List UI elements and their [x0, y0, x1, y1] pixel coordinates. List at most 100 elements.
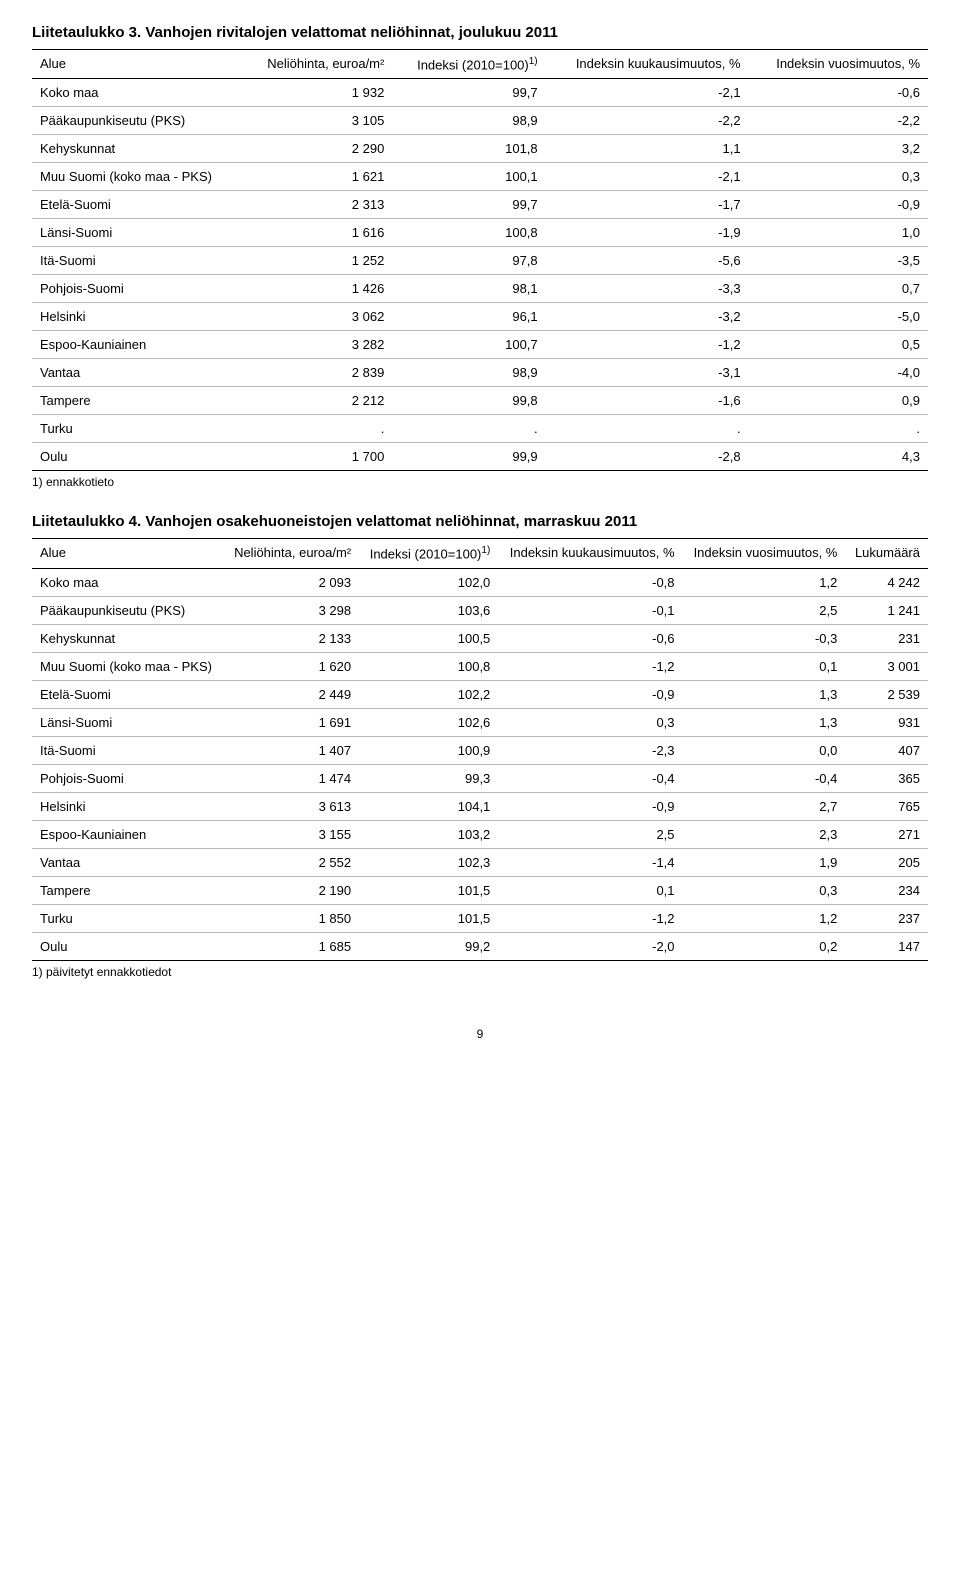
table-cell: -4,0 [749, 359, 928, 387]
table-cell: 1,3 [683, 708, 846, 736]
table-cell: 99,7 [392, 79, 545, 107]
table-cell: Kehyskunnat [32, 624, 224, 652]
table-cell: 0,3 [749, 163, 928, 191]
table-cell: -3,3 [546, 275, 749, 303]
table-row: Tampere2 190101,50,10,3234 [32, 876, 928, 904]
table-cell: Helsinki [32, 792, 224, 820]
table-cell: -0,9 [749, 191, 928, 219]
table-row: Espoo-Kauniainen3 282100,7-1,20,5 [32, 331, 928, 359]
table-cell: 3 613 [224, 792, 360, 820]
table-cell: Tampere [32, 387, 243, 415]
table-cell: 101,8 [392, 135, 545, 163]
table-cell: . [392, 415, 545, 443]
table3-col-3: Indeksin kuukausimuutos, % [546, 50, 749, 79]
table-cell: 2 093 [224, 568, 360, 596]
table-cell: 101,5 [359, 876, 498, 904]
table-cell: -2,2 [546, 107, 749, 135]
table-cell: 2 539 [845, 680, 928, 708]
table-row: Kehyskunnat2 290101,81,13,2 [32, 135, 928, 163]
table-cell: 0,3 [498, 708, 682, 736]
table-cell: Etelä-Suomi [32, 680, 224, 708]
table-cell: -0,4 [683, 764, 846, 792]
table4: Alue Neliöhinta, euroa/m² Indeksi (2010=… [32, 538, 928, 960]
table-cell: 2 290 [243, 135, 392, 163]
table-cell: 0,0 [683, 736, 846, 764]
table-cell: 2 552 [224, 848, 360, 876]
table-cell: 1,0 [749, 219, 928, 247]
table-cell: 101,5 [359, 904, 498, 932]
table-row: Länsi-Suomi1 691102,60,31,3931 [32, 708, 928, 736]
table-cell: 2 449 [224, 680, 360, 708]
table4-title: Liitetaulukko 4. Vanhojen osakehuoneisto… [32, 513, 928, 530]
table-cell: Helsinki [32, 303, 243, 331]
table-cell: 100,5 [359, 624, 498, 652]
table-cell: 100,1 [392, 163, 545, 191]
table4-footnote: 1) päivitetyt ennakkotiedot [32, 965, 928, 979]
table-cell: . [749, 415, 928, 443]
table-cell: 104,1 [359, 792, 498, 820]
table-cell: 1 616 [243, 219, 392, 247]
table3-col-0: Alue [32, 50, 243, 79]
table-cell: Itä-Suomi [32, 247, 243, 275]
table-cell: 97,8 [392, 247, 545, 275]
table-cell: -2,0 [498, 932, 682, 960]
table-cell: Pohjois-Suomi [32, 764, 224, 792]
table3-col-4: Indeksin vuosimuutos, % [749, 50, 928, 79]
table-cell: -1,4 [498, 848, 682, 876]
table-row: Koko maa1 93299,7-2,1-0,6 [32, 79, 928, 107]
table-row: Kehyskunnat2 133100,5-0,6-0,3231 [32, 624, 928, 652]
table-cell: 1 474 [224, 764, 360, 792]
table-row: Itä-Suomi1 407100,9-2,30,0407 [32, 736, 928, 764]
table-cell: -0,4 [498, 764, 682, 792]
table-cell: -0,9 [498, 680, 682, 708]
table-cell: 1,3 [683, 680, 846, 708]
table-cell: Kehyskunnat [32, 135, 243, 163]
table-cell: -5,0 [749, 303, 928, 331]
table-cell: 1 252 [243, 247, 392, 275]
table-cell: -0,1 [498, 596, 682, 624]
table-cell: Espoo-Kauniainen [32, 820, 224, 848]
table-cell: 1 850 [224, 904, 360, 932]
table-cell: 271 [845, 820, 928, 848]
table-cell: -5,6 [546, 247, 749, 275]
table-cell: 100,9 [359, 736, 498, 764]
table4-col-4: Indeksin vuosimuutos, % [683, 539, 846, 568]
table-cell: 96,1 [392, 303, 545, 331]
table-cell: 102,3 [359, 848, 498, 876]
page-number: 9 [32, 1027, 928, 1041]
table-row: Oulu1 68599,2-2,00,2147 [32, 932, 928, 960]
table-cell: Muu Suomi (koko maa - PKS) [32, 163, 243, 191]
table-cell: 205 [845, 848, 928, 876]
table-row: Koko maa2 093102,0-0,81,24 242 [32, 568, 928, 596]
table-cell: 0,7 [749, 275, 928, 303]
table-row: Muu Suomi (koko maa - PKS)1 620100,8-1,2… [32, 652, 928, 680]
table-cell: -2,8 [546, 443, 749, 471]
table-cell: 765 [845, 792, 928, 820]
table3-col-2: Indeksi (2010=100)1) [392, 50, 545, 79]
table4-col-5: Lukumäärä [845, 539, 928, 568]
table-row: Itä-Suomi1 25297,8-5,6-3,5 [32, 247, 928, 275]
table-cell: 3,2 [749, 135, 928, 163]
table-row: Pääkaupunkiseutu (PKS)3 10598,9-2,2-2,2 [32, 107, 928, 135]
table-cell: Etelä-Suomi [32, 191, 243, 219]
table-cell: 1 932 [243, 79, 392, 107]
table-cell: 103,6 [359, 596, 498, 624]
table-cell: 0,9 [749, 387, 928, 415]
table-cell: 1 241 [845, 596, 928, 624]
table-cell: 0,1 [498, 876, 682, 904]
table-cell: 3 298 [224, 596, 360, 624]
table-cell: . [546, 415, 749, 443]
table-cell: Vantaa [32, 359, 243, 387]
table-cell: 2 190 [224, 876, 360, 904]
table-cell: 98,9 [392, 359, 545, 387]
table-cell: 1 407 [224, 736, 360, 764]
table3-col-1: Neliöhinta, euroa/m² [243, 50, 392, 79]
table-cell: 237 [845, 904, 928, 932]
table-cell: -2,1 [546, 79, 749, 107]
table-cell: Länsi-Suomi [32, 219, 243, 247]
table-cell: 0,2 [683, 932, 846, 960]
table-row: Helsinki3 06296,1-3,2-5,0 [32, 303, 928, 331]
table-cell: 0,5 [749, 331, 928, 359]
table-cell: 100,7 [392, 331, 545, 359]
table-cell: 147 [845, 932, 928, 960]
